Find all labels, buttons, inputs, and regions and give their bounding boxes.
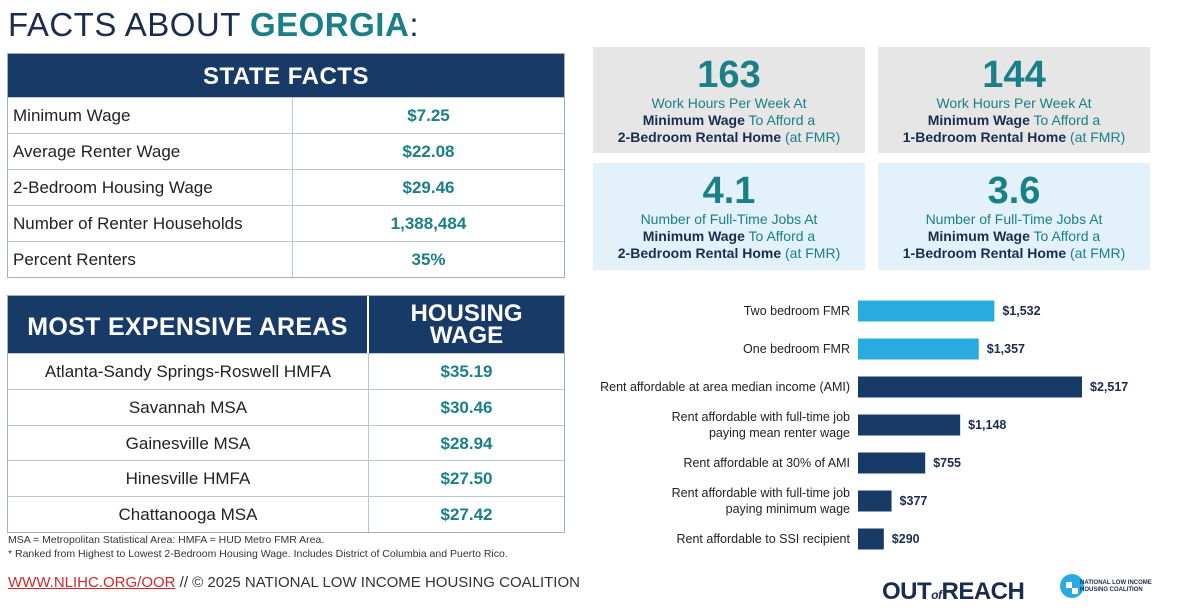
bar [858,528,884,550]
area-name: Savannah MSA [8,389,369,425]
bar-value-label: $1,148 [968,418,1006,432]
rent-bar-chart: $1,532 Two bedroom FMR $1,357 One bedroom F… [600,300,1128,550]
table-row: Minimum Wage $7.25 [8,97,564,133]
footnote-ranking: * Ranked from Highest to Lowest 2-Bedroo… [8,548,508,560]
page-title: FACTS ABOUT GEORGIA: [8,6,419,43]
nlihc-logo-text: NATIONAL LOW INCOME HOUSING COALITION [1080,580,1152,593]
area-name: Gainesville MSA [8,425,369,461]
area-name: Hinesville HMFA [8,461,369,497]
table-row: Hinesville HMFA $27.50 [8,460,564,497]
bar-value-label: $2,517 [1090,380,1128,394]
row-value: $7.25 [407,106,450,125]
row-label: Number of Renter Households [8,206,293,241]
bar [858,376,1082,398]
out-of-reach-logo: OUTofREACH [882,578,1025,605]
row-label: Minimum Wage [8,98,293,133]
stat-number: 3.6 [987,170,1041,212]
area-name: Chattanooga MSA [8,497,369,532]
stat-number: 144 [982,54,1046,96]
stat-card-jobs-1br: 3.6 Number of Full-Time Jobs At Minimum … [878,163,1150,270]
footnote-msa: MSA = Metropolitan Statistical Area: HMF… [8,534,325,546]
stat-card-hours-2br: 163 Work Hours Per Week At Minimum Wage … [593,47,865,153]
state-facts-table: STATE FACTS Minimum Wage $7.25 Average R… [7,53,565,278]
bar [858,452,926,474]
row-value: 35% [411,250,446,269]
table-row: Average Renter Wage $22.08 [8,133,564,169]
bar [858,338,979,360]
stat-number: 163 [697,54,761,96]
state-name: GEORGIA [249,6,410,43]
area-wage: $28.94 [440,433,493,453]
category-label: Rent affordable at area median income (A… [600,380,850,394]
table-row: Atlanta-Sandy Springs-Roswell HMFA $35.1… [8,353,564,389]
table-row: Gainesville MSA $28.94 [8,424,564,461]
category-label: Two bedroom FMR [744,304,850,318]
row-value: $29.46 [402,178,455,197]
expensive-areas-table: MOST EXPENSIVE AREAS HOUSING WAGE Atlant… [7,295,565,533]
category-label: Rent affordable with full-time job [672,486,850,500]
expensive-areas-header: MOST EXPENSIVE AREAS HOUSING WAGE [8,296,564,353]
table-row: 2-Bedroom Housing Wage $29.46 [8,169,564,205]
row-label: 2-Bedroom Housing Wage [8,170,293,205]
copyright-text: // © 2025 NATIONAL LOW INCOME HOUSING CO… [175,574,580,591]
housing-wage-column-header: HOUSING WAGE [410,300,523,349]
row-label: Average Renter Wage [8,134,293,169]
table-row: Number of Renter Households 1,388,484 [8,205,564,241]
bar-value-label: $755 [933,456,961,470]
stat-card-jobs-2br: 4.1 Number of Full-Time Jobs At Minimum … [593,163,865,270]
bar-value-label: $1,357 [987,342,1025,356]
category-label: Rent affordable at 30% of AMI [683,456,850,470]
nlihc-link[interactable]: WWW.NLIHC.ORG/OOR [8,574,176,591]
state-facts-header: STATE FACTS [8,54,564,97]
row-value: $22.08 [402,142,455,161]
category-label: paying minimum wage [726,502,850,516]
category-label: Rent affordable with full-time job [672,410,850,424]
row-label: Percent Renters [8,242,293,277]
table-row: Savannah MSA $30.46 [8,388,564,425]
table-row: Chattanooga MSA $27.42 [8,496,564,532]
nlihc-logo-icon [1060,574,1084,598]
stat-card-hours-1br: 144 Work Hours Per Week At Minimum Wage … [878,47,1150,153]
bar-value-label: $1,532 [1002,304,1040,318]
area-wage: $27.50 [440,469,493,489]
bar-value-label: $377 [900,494,928,508]
bar [858,300,995,322]
bar [858,414,961,436]
area-name: Atlanta-Sandy Springs-Roswell HMFA [8,354,369,389]
areas-column-header: MOST EXPENSIVE AREAS [8,296,369,353]
row-value: 1,388,484 [390,214,467,233]
category-label: One bedroom FMR [743,342,850,356]
area-wage: $27.42 [440,505,493,525]
bar [858,490,892,512]
stat-number: 4.1 [702,170,756,212]
bar-value-label: $290 [892,532,920,546]
area-wage: $35.19 [440,362,493,381]
footer: WWW.NLIHC.ORG/OOR // © 2025 NATIONAL LOW… [8,574,580,591]
category-label: paying mean renter wage [709,426,850,440]
category-label: Rent affordable to SSI recipient [677,532,851,546]
table-row: Percent Renters 35% [8,241,564,277]
area-wage: $30.46 [440,397,493,417]
